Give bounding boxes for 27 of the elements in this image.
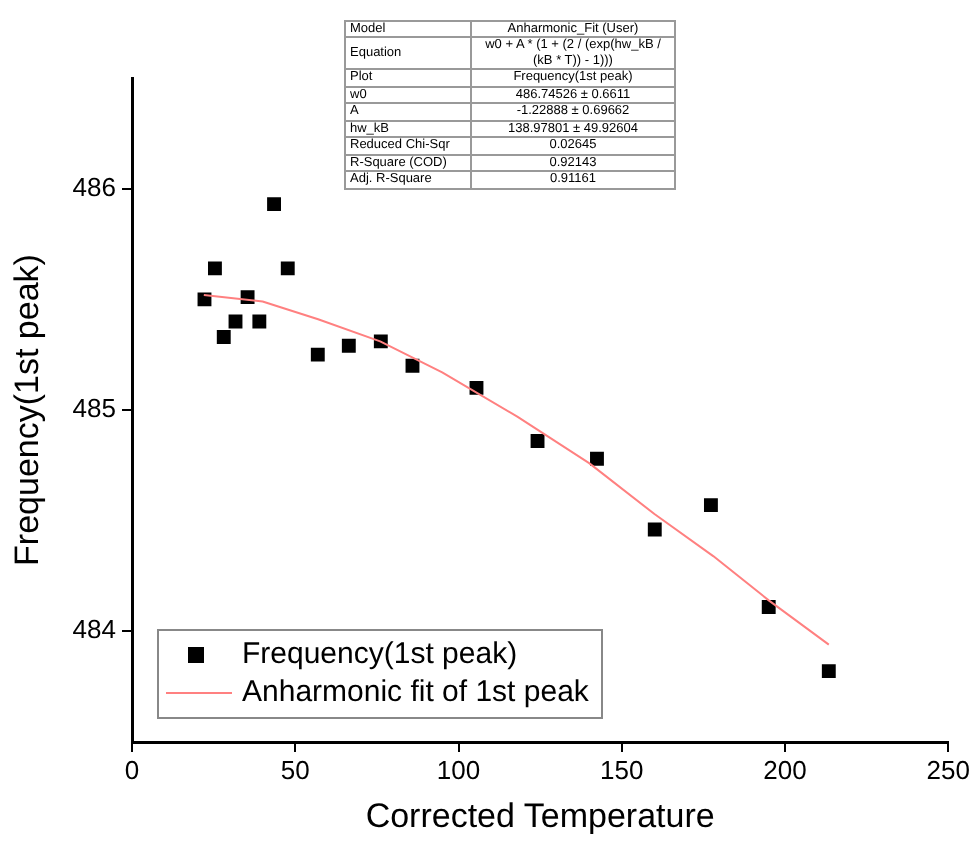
point xyxy=(216,330,231,344)
y-tick-label: 484 xyxy=(72,614,116,645)
x-tick-label: 150 xyxy=(600,754,644,785)
point xyxy=(590,451,604,466)
point xyxy=(821,664,836,679)
x-axis-title: Corrected Temperature xyxy=(365,796,715,835)
point xyxy=(267,197,281,212)
y-axis-title: Frequency(1st peak) xyxy=(7,254,46,566)
x-tick-label: 0 xyxy=(124,754,140,785)
point xyxy=(530,434,545,448)
legend-label: Anharmonic fit of 1st peak xyxy=(242,675,590,710)
point xyxy=(703,498,718,513)
y-tick-label: 485 xyxy=(72,393,116,424)
x-tick-label: 250 xyxy=(926,754,971,785)
x-tick-label: 200 xyxy=(763,754,807,785)
point xyxy=(405,358,420,373)
point xyxy=(647,522,662,537)
legend-label: Frequency(1st peak) xyxy=(242,637,518,672)
x-tick-label: 50 xyxy=(280,754,310,785)
y-tick-label: 486 xyxy=(72,171,116,202)
point xyxy=(310,347,325,362)
point xyxy=(761,600,776,614)
point xyxy=(280,261,295,276)
point xyxy=(252,314,267,329)
point xyxy=(208,261,222,276)
point xyxy=(341,338,356,353)
x-tick-label: 100 xyxy=(436,754,481,785)
